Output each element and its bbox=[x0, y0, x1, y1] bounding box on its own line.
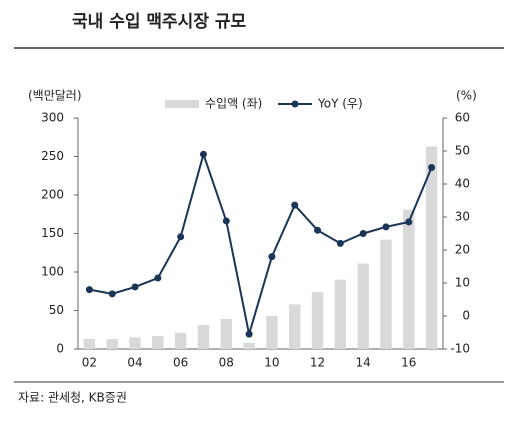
x-tick-label: 08 bbox=[219, 356, 234, 370]
bar bbox=[289, 304, 301, 349]
y-tick-label: 0 bbox=[56, 342, 64, 356]
x-tick-label: 04 bbox=[127, 356, 142, 370]
point bbox=[359, 230, 367, 237]
point bbox=[405, 218, 413, 226]
chart-title: 국내 수입 맥주시장 규모 bbox=[72, 12, 247, 32]
bar bbox=[197, 325, 210, 349]
bar bbox=[403, 209, 415, 349]
y2-tick-label: 50 bbox=[455, 144, 470, 158]
bar bbox=[311, 292, 324, 349]
point bbox=[85, 286, 93, 294]
bar bbox=[266, 315, 278, 349]
point bbox=[336, 239, 344, 247]
point bbox=[131, 283, 139, 291]
legend-label: 수입액 (좌) bbox=[205, 97, 262, 111]
y2-tick-label: -10 bbox=[450, 342, 470, 356]
point bbox=[154, 274, 162, 282]
y-tick-label: 250 bbox=[41, 149, 64, 163]
point bbox=[268, 253, 276, 261]
point bbox=[199, 150, 207, 158]
x-tick-label: 02 bbox=[82, 356, 97, 370]
bar bbox=[174, 332, 187, 349]
point bbox=[428, 164, 436, 171]
point bbox=[177, 233, 185, 241]
y2-tick-label: 20 bbox=[455, 243, 470, 257]
point bbox=[245, 330, 253, 338]
bar bbox=[83, 338, 96, 349]
y2-tick-label: 40 bbox=[455, 177, 470, 191]
point bbox=[291, 201, 299, 209]
x-tick-label: 14 bbox=[356, 356, 371, 370]
y2-tick-label: 30 bbox=[455, 210, 470, 224]
bar bbox=[152, 335, 164, 349]
bar bbox=[380, 239, 392, 349]
bar bbox=[106, 338, 118, 349]
source: 자료: 관세청, KB증권 bbox=[18, 391, 127, 405]
y2-tick-label: 0 bbox=[462, 309, 470, 323]
legend-swatch bbox=[291, 100, 299, 108]
bar bbox=[357, 263, 369, 349]
point bbox=[108, 290, 116, 298]
y-tick-label: 150 bbox=[41, 226, 64, 240]
line bbox=[89, 150, 433, 335]
y-tick-label: 50 bbox=[49, 303, 64, 317]
point bbox=[222, 217, 230, 225]
x-tick-label: 10 bbox=[264, 356, 279, 370]
x-tick-label: 06 bbox=[173, 356, 188, 370]
y2-tick-label: 10 bbox=[455, 276, 470, 290]
legend-label: YoY (우) bbox=[317, 97, 363, 111]
bar bbox=[220, 318, 232, 349]
x-tick-label: 12 bbox=[310, 356, 325, 370]
point bbox=[382, 223, 390, 231]
y-tick-label: 100 bbox=[41, 265, 64, 279]
bar bbox=[334, 279, 347, 349]
y-tick-label: 300 bbox=[41, 111, 64, 125]
bar bbox=[425, 146, 438, 349]
y2-tick-label: 60 bbox=[455, 111, 470, 125]
legend-swatch bbox=[165, 100, 199, 108]
y-axis-label: (백만달러) bbox=[28, 89, 82, 103]
y2-axis-label: (%) bbox=[456, 89, 477, 103]
bar bbox=[243, 342, 255, 349]
x-tick-label: 16 bbox=[401, 356, 416, 370]
point bbox=[314, 226, 322, 234]
bar bbox=[129, 337, 141, 349]
y-tick-label: 200 bbox=[41, 188, 64, 202]
